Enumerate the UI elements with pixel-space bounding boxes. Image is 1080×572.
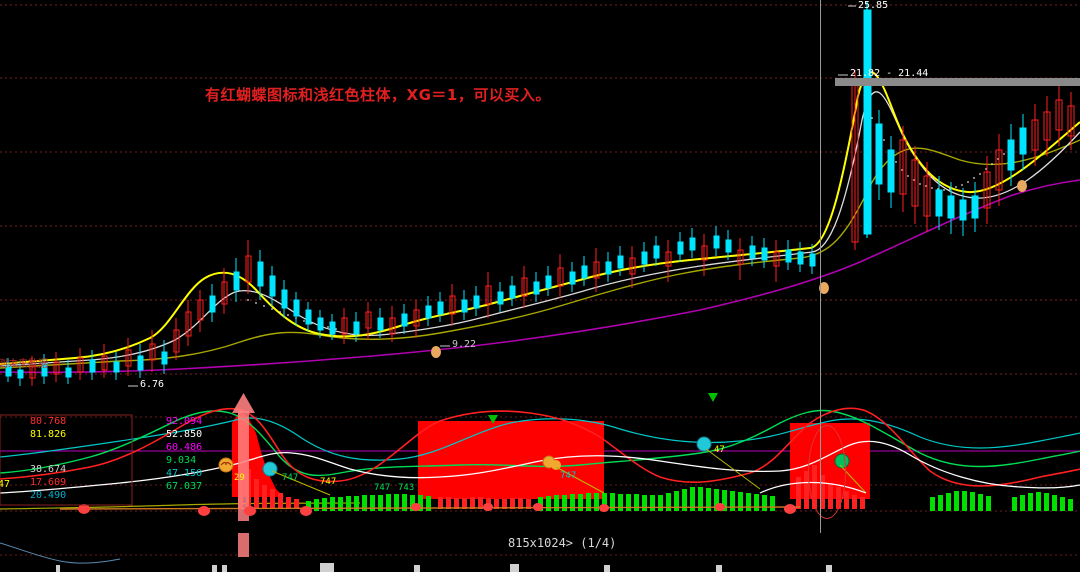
main-force-fill-zones [232, 411, 870, 499]
price-label-range: 21.82 - 21.44 [850, 68, 929, 79]
status-text: 815x1024> (1/4) [508, 536, 617, 550]
buy-arrow-marker [232, 393, 255, 521]
price-chart-svg [0, 2, 1080, 387]
scale-left-column-2: 38.674 17.609 20.490 [30, 463, 66, 502]
price-label-mid: 9.22 [452, 339, 477, 350]
scale-left-2: 38.674 [30, 464, 67, 475]
scale-mid-1: 52.850 [166, 429, 203, 440]
annotation-text: 有红蝴蝶图标和浅红色柱体，XG＝1，可以买入。 [205, 86, 551, 104]
indicator-volume-bars [238, 465, 1073, 511]
left-reference-box [0, 414, 133, 506]
inline-num-3: 747 [374, 483, 391, 493]
bottom-pane [0, 533, 1080, 572]
retail-concentration-line [0, 417, 1080, 461]
inline-num-5: 47 [714, 445, 725, 455]
main-force-capital-line [0, 407, 1080, 487]
price-label-low: 6.76 [140, 379, 165, 390]
residual-text-row [56, 563, 832, 572]
price-chart-pane[interactable]: 25.85 21.82 - 21.44 9.22 6.76 有红蝴蝶图标和浅红色… [0, 0, 1080, 393]
buy-arrow-tail [238, 533, 249, 557]
scale-left-column: 80.768 81.826 [30, 415, 66, 441]
inline-num-1: 747 [282, 473, 299, 483]
scale-mid-3: 9.034 [166, 455, 197, 466]
ma-white-line [0, 91, 1080, 367]
scale-mid-4: 47.150 [166, 468, 203, 479]
indicator-chart-pane[interactable]: 80.768 81.826 38.674 17.609 20.490 47 92… [0, 393, 1080, 533]
retail-capital-line [0, 409, 1080, 477]
baseline-dot-markers [78, 503, 796, 516]
scale-left-0: 80.768 [30, 416, 67, 427]
scale-mid-column: 92.094 52.850 60.486 9.034 47.150 67.037 [166, 415, 202, 493]
signal-markers [218, 436, 850, 477]
scale-left-4: 20.490 [30, 490, 67, 501]
scale-mid-0: 92.094 [166, 416, 203, 427]
dome-outline [759, 481, 867, 494]
ma-purple-line [0, 179, 1080, 374]
inline-num-6: 747 [560, 471, 577, 481]
inline-num-4: 743 [398, 483, 415, 493]
bottom-pane-svg [0, 542, 1080, 572]
crosshair-vertical-line [820, 0, 821, 533]
toolbar-strip [835, 78, 1080, 86]
price-signal-markers [431, 180, 1027, 358]
sell-triangle-marker-2 [488, 415, 498, 424]
price-label-high: 25.85 [858, 0, 889, 11]
inline-num-0: 29 [234, 473, 245, 483]
inline-num-2: 747 [320, 477, 337, 487]
sell-triangle-marker [708, 393, 718, 402]
scale-mid-2: 60.486 [166, 442, 203, 453]
scale-left-1: 81.826 [30, 429, 67, 440]
future-data-label: 则未来数据 [0, 359, 48, 370]
candlesticks [5, 2, 1075, 386]
orange-baseline [59, 506, 801, 510]
scale-left-3: 17.609 [30, 477, 67, 488]
scale-left-edge: 47 [0, 479, 11, 490]
scale-mid-5: 67.037 [166, 481, 203, 492]
indicator-chart-svg [0, 393, 1080, 521]
residual-curve [0, 542, 121, 564]
slow-olive-line [0, 502, 361, 510]
ma-yellow-line [0, 71, 1080, 365]
